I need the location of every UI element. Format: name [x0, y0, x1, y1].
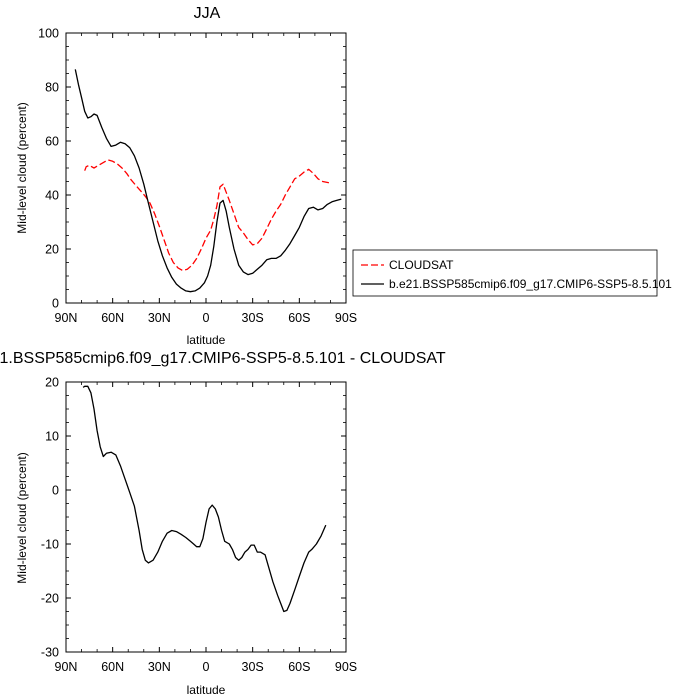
top-x-axis-label: latitude: [187, 333, 226, 347]
bottom-y-axis: -30 -20 -10 0 10 20: [41, 376, 346, 660]
bottom-series-lines: [82, 385, 327, 613]
x-tick-label: 90S: [335, 660, 357, 674]
bottom-plot-frame: [65, 381, 347, 653]
y-tick-label: 60: [45, 135, 59, 149]
x-tick-label: 90S: [335, 311, 357, 325]
y-tick-label: 0: [52, 297, 59, 311]
legend-box: [352, 249, 658, 297]
bottom-panel: b.e21.BSSP585cmip6.f09_g17.CMIP6-SSP5-8.…: [0, 350, 446, 697]
top-panel: JJA 90N 60N 30N 0 30S 60S 90S 0 20 40 60 80 100 lat…: [15, 5, 357, 347]
legend-label-cloudsat: CLOUDSAT: [389, 258, 454, 272]
x-tick-label: 90N: [55, 660, 78, 674]
series-line-0-0: [84, 159, 330, 272]
legend: CLOUDSAT b.e21.BSSP585cmip6.f09_g17.CMIP…: [352, 249, 672, 297]
top-chart-title: JJA: [194, 5, 221, 22]
bottom-x-axis: 90N 60N 30N 0 30S 60S 90S: [55, 382, 357, 674]
y-tick-label: 40: [45, 189, 59, 203]
y-tick-label: 10: [45, 430, 59, 444]
bottom-chart-title: b.e21.BSSP585cmip6.f09_g17.CMIP6-SSP5-8.…: [0, 350, 446, 367]
x-tick-label: 90N: [55, 311, 78, 325]
y-tick-label: 20: [45, 376, 59, 390]
y-tick-label: -30: [41, 646, 59, 660]
x-tick-label: 0: [203, 311, 210, 325]
top-y-axis-label: Mid-level cloud (percent): [15, 102, 29, 233]
x-tick-label: 0: [203, 660, 210, 674]
y-tick-label: -10: [41, 538, 59, 552]
x-tick-label: 30N: [148, 660, 171, 674]
bottom-x-axis-label: latitude: [187, 683, 226, 697]
x-tick-label: 30N: [148, 311, 171, 325]
top-x-axis: 90N 60N 30N 0 30S 60S 90S: [55, 33, 357, 325]
x-tick-label: 30S: [242, 311, 264, 325]
bottom-y-axis-label: Mid-level cloud (percent): [15, 452, 29, 583]
series-line-0-1: [74, 69, 342, 293]
series-line-1-0: [82, 385, 327, 613]
y-tick-label: 80: [45, 81, 59, 95]
x-tick-label: 30S: [242, 660, 264, 674]
legend-label-model: b.e21.BSSP585cmip6.f09_g17.CMIP6-SSP5-8.…: [389, 277, 672, 291]
y-tick-label: 100: [38, 27, 59, 41]
x-tick-label: 60N: [101, 311, 124, 325]
x-tick-label: 60N: [101, 660, 124, 674]
top-plot-frame: [65, 32, 347, 304]
x-tick-label: 60S: [288, 311, 310, 325]
y-tick-label: 20: [45, 243, 59, 257]
y-tick-label: -20: [41, 592, 59, 606]
x-tick-label: 60S: [288, 660, 310, 674]
top-y-axis: 0 20 40 60 80 100: [38, 27, 346, 311]
top-series-lines: [74, 69, 342, 293]
y-tick-label: 0: [52, 484, 59, 498]
